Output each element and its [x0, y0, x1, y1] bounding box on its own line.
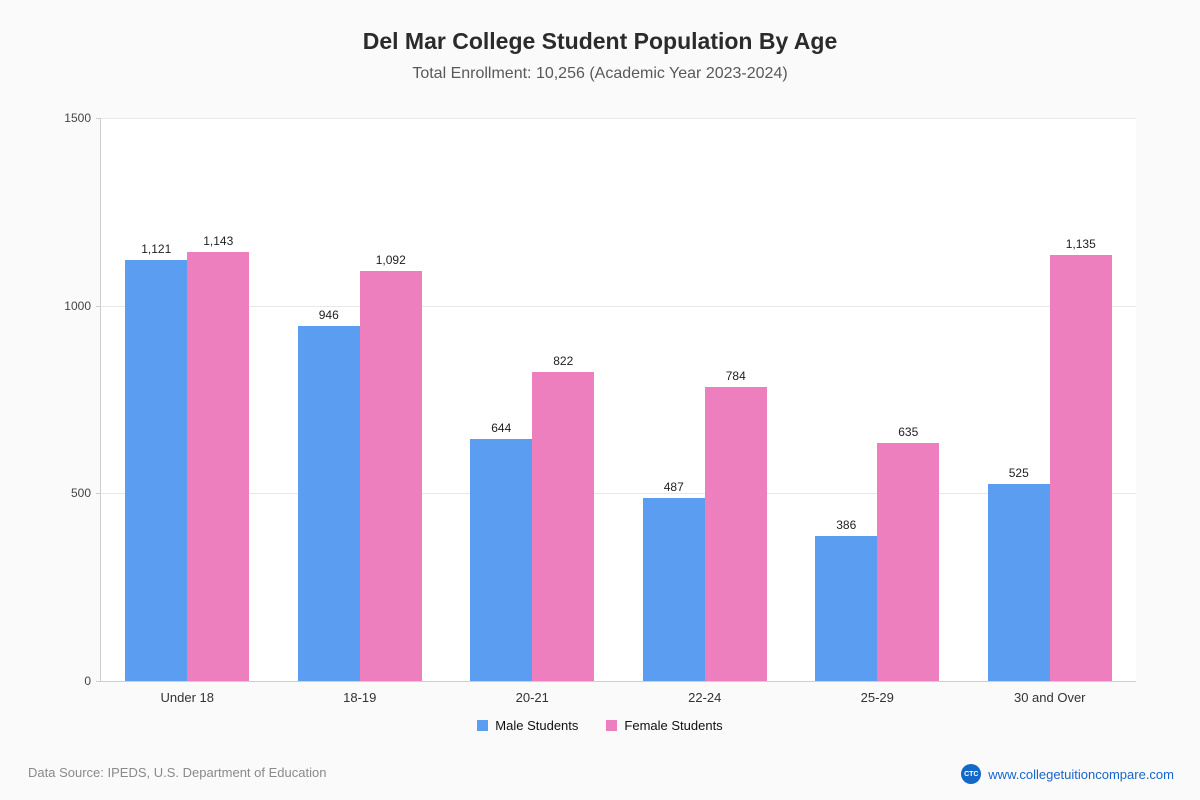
- x-axis-label-30-and-over: 30 and Over: [1013, 690, 1086, 705]
- x-axis-label-under-18: Under 18: [160, 690, 214, 705]
- legend-swatch-female-students: [606, 720, 618, 731]
- value-label-male-students-20-21: 644: [491, 421, 512, 436]
- bar-column-female-students-22-24: 784: [704, 118, 767, 681]
- legend-label-female-students: Female Students: [624, 718, 723, 733]
- website-link[interactable]: CTC www.collegetuitioncompare.com: [961, 764, 1174, 784]
- bar-male-students-18-19: [297, 325, 360, 681]
- legend-swatch-male-students: [477, 720, 489, 731]
- value-label-female-students-20-21: 822: [553, 354, 574, 369]
- value-label-female-students-under-18: 1,143: [203, 234, 234, 248]
- legend-item-female-students: Female Students: [606, 718, 723, 733]
- value-label-female-students-30-and-over: 1,135: [1065, 237, 1096, 251]
- bar-column-female-students-18-19: 1,092: [359, 118, 422, 681]
- bar-male-students-under-18: [125, 260, 188, 681]
- value-label-female-students-22-24: 784: [725, 368, 746, 383]
- bar-female-students-22-24: [704, 386, 767, 681]
- chart-legend: Male Students Female Students: [0, 718, 1200, 733]
- value-label-female-students-18-19: 1,092: [375, 253, 406, 268]
- value-label-male-students-18-19: 946: [318, 307, 339, 322]
- bar-female-students-18-19: [359, 271, 422, 681]
- bar-female-students-25-29: [877, 442, 940, 681]
- bar-female-students-30-and-over: [1049, 255, 1112, 681]
- gridline-500: [101, 493, 1136, 495]
- value-label-male-students-25-29: 386: [836, 518, 857, 533]
- bar-group-18-19: 946 1,092 18-19: [274, 118, 447, 705]
- bar-column-male-students-18-19: 946: [297, 118, 360, 681]
- bar-column-female-students-20-21: 822: [532, 118, 595, 681]
- y-axis-label-1000: 1000: [64, 298, 91, 313]
- value-label-male-students-30-and-over: 525: [1008, 465, 1029, 480]
- website-url: www.collegetuitioncompare.com: [988, 766, 1174, 782]
- bar-column-male-students-22-24: 487: [642, 118, 705, 681]
- value-label-male-students-22-24: 487: [663, 480, 684, 495]
- y-axis-label-0: 0: [84, 674, 91, 688]
- y-tickmark-500: [96, 493, 101, 495]
- bar-female-students-under-18: [187, 252, 250, 681]
- bar-column-female-students-under-18: 1,143: [187, 118, 250, 681]
- legend-item-male-students: Male Students: [477, 718, 578, 733]
- value-label-female-students-25-29: 635: [898, 424, 919, 439]
- y-axis-label-1500: 1500: [64, 111, 91, 125]
- y-tickmark-0: [96, 681, 101, 682]
- bar-column-male-students-25-29: 386: [815, 118, 878, 681]
- x-axis-label-18-19: 18-19: [343, 690, 377, 705]
- bar-groups: 1,121 1,143 Under 18 946 1,092 18-19 644 822 20-…: [101, 118, 1137, 705]
- x-axis-label-20-21: 20-21: [515, 690, 549, 705]
- bar-chart-plot-area: 0 500 1000 1500 1,121 1,143 Under 18 946 1,092 18…: [64, 111, 1137, 705]
- x-axis-label-25-29: 25-29: [860, 690, 894, 705]
- bar-group-22-24: 487 784 22-24: [619, 118, 792, 705]
- value-label-male-students-under-18: 1,121: [141, 242, 172, 257]
- y-axis-label-500: 500: [70, 486, 91, 501]
- y-tickmark-1000: [96, 305, 101, 307]
- bar-male-students-30-and-over: [987, 483, 1050, 681]
- legend-label-male-students: Male Students: [495, 718, 579, 733]
- data-source-text: Data Source: IPEDS, U.S. Department of E…: [28, 765, 327, 780]
- gridline-1000: [101, 305, 1136, 307]
- bar-group-20-21: 644 822 20-21: [446, 118, 619, 705]
- bar-male-students-20-21: [470, 439, 533, 681]
- gridline-1500: [101, 118, 1136, 119]
- bar-male-students-22-24: [642, 498, 705, 681]
- chart-header: Del Mar College Student Population By Ag…: [0, 0, 1200, 83]
- bar-column-male-students-20-21: 644: [470, 118, 533, 681]
- bar-column-male-students-under-18: 1,121: [125, 118, 188, 681]
- ctc-logo-icon: CTC: [961, 764, 982, 784]
- y-tickmark-1500: [96, 118, 101, 119]
- bar-group-under-18: 1,121 1,143 Under 18: [101, 118, 274, 705]
- chart-title: Del Mar College Student Population By Ag…: [362, 28, 838, 54]
- bar-column-female-students-25-29: 635: [877, 118, 940, 681]
- bar-column-female-students-30-and-over: 1,135: [1049, 118, 1112, 681]
- bar-group-25-29: 386 635 25-29: [791, 118, 964, 705]
- bar-column-male-students-30-and-over: 525: [987, 118, 1050, 681]
- x-axis-label-22-24: 22-24: [688, 690, 722, 705]
- bar-female-students-20-21: [532, 372, 595, 681]
- bar-male-students-25-29: [815, 536, 878, 681]
- bar-group-30-and-over: 525 1,135 30 and Over: [964, 118, 1137, 705]
- chart-subtitle: Total Enrollment: 10,256 (Academic Year …: [412, 65, 788, 82]
